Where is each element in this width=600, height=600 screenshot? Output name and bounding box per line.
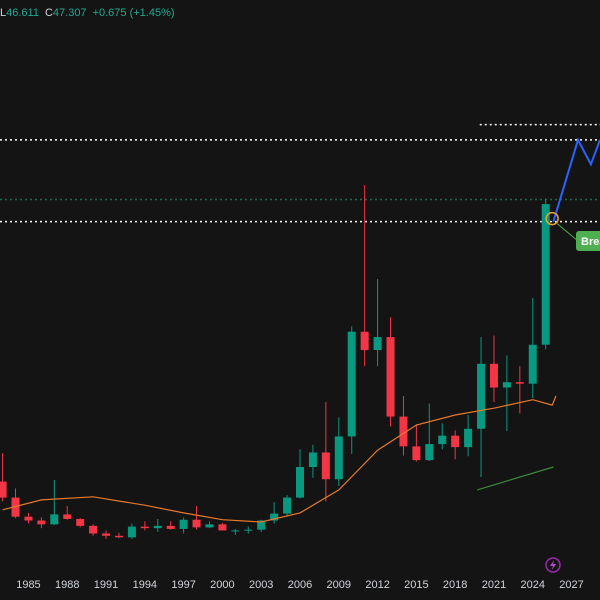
x-tick-label: 1988: [55, 579, 79, 591]
candle-body: [37, 520, 46, 525]
x-tick-label: 2000: [210, 579, 234, 591]
indicator-line: [477, 466, 554, 491]
candle-body: [477, 363, 486, 429]
change: +0.675 (+1.45%): [93, 7, 175, 19]
candle-body: [166, 525, 175, 529]
breakout-marker: [545, 211, 559, 226]
x-tick-label: 1997: [171, 579, 195, 591]
candle-body: [153, 525, 162, 529]
candle-body: [360, 331, 369, 351]
candle-body: [296, 467, 304, 498]
x-tick-label: 2018: [443, 579, 467, 591]
close-label: C: [45, 7, 53, 19]
indicator-line: [552, 137, 600, 222]
candle-body: [438, 435, 447, 445]
close-value: 47.307: [53, 7, 87, 19]
candle-body: [425, 444, 434, 461]
candle-body: [0, 481, 7, 498]
candle-body: [451, 435, 460, 448]
indicator-line: [2, 395, 557, 523]
icon-bolt: [550, 560, 556, 570]
candle-body: [489, 363, 498, 388]
icon-ring: [545, 557, 561, 573]
candle-body: [76, 518, 85, 526]
candle-body: [541, 204, 550, 345]
x-tick-label: 2003: [249, 579, 273, 591]
x-tick-label: 2015: [404, 579, 428, 591]
candle-body: [179, 519, 188, 529]
candle-body: [63, 514, 72, 519]
candle-body: [114, 535, 123, 538]
event-icon[interactable]: [545, 557, 561, 573]
candle-body: [528, 344, 537, 384]
x-tick-label: 2024: [521, 579, 545, 591]
candle-body: [192, 519, 201, 528]
x-tick-label: 1985: [16, 579, 40, 591]
x-tick-label: 1994: [133, 579, 157, 591]
candle-body: [102, 533, 111, 536]
low-value: 46.611: [6, 7, 39, 19]
candle-body: [373, 337, 382, 351]
candle-body: [24, 516, 33, 521]
x-tick-label: 2009: [327, 579, 351, 591]
candle-body: [89, 525, 98, 534]
candle-body: [50, 514, 59, 525]
candle-body: [140, 526, 149, 529]
candle-body: [231, 530, 240, 532]
candle-body: [334, 436, 343, 480]
candle-body: [127, 526, 136, 538]
candle-body: [502, 382, 511, 388]
candle-body: [205, 524, 214, 528]
candle-body: [270, 513, 279, 521]
plot: Brea: [0, 123, 600, 539]
candle-body: [218, 524, 227, 531]
candle-body: [244, 529, 253, 531]
candle-body: [464, 428, 473, 448]
header: L46.611 C47.307 +0.675 (+1.45%): [0, 7, 175, 19]
low-label: L: [0, 7, 6, 19]
label-text: Brea: [581, 236, 600, 248]
candle-body: [412, 446, 421, 461]
x-tick-label: 2006: [288, 579, 312, 591]
candle-body: [347, 331, 356, 437]
candle-body: [257, 520, 266, 530]
label-box: [576, 231, 600, 251]
candle-body: [308, 452, 317, 468]
candle-body: [283, 497, 292, 514]
candle-body: [11, 497, 20, 517]
candle-body: [321, 452, 330, 480]
x-tick-label: 2021: [482, 579, 506, 591]
candle-body: [386, 337, 395, 417]
candle-body: [515, 382, 524, 384]
x-tick-label: 1991: [94, 579, 118, 591]
x-tick-label: 2027: [559, 579, 583, 591]
label-connector: [556, 223, 579, 242]
x-tick-label: 2012: [365, 579, 389, 591]
candle-body: [399, 416, 408, 447]
